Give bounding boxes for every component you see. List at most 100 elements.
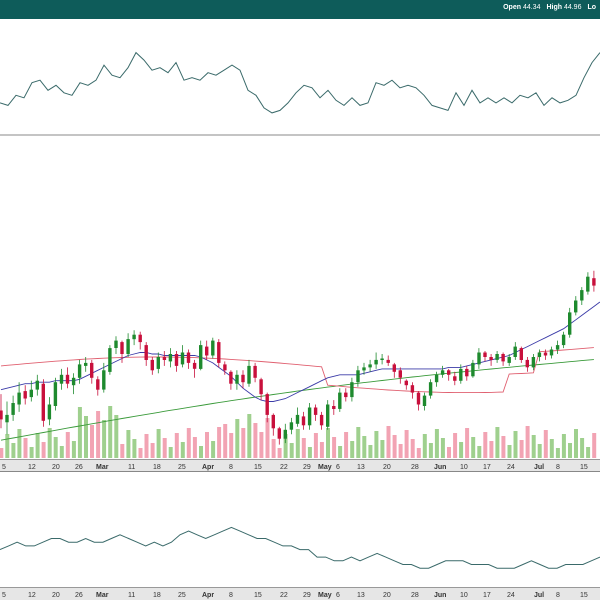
candle-body — [180, 352, 185, 365]
volume-bar — [489, 441, 494, 458]
candle-body — [289, 422, 294, 430]
candle-body — [374, 359, 378, 365]
candle-body — [265, 394, 269, 415]
bottom-x-tick-label: 13 — [357, 592, 365, 599]
volume-bar — [11, 443, 16, 458]
volume-bar — [235, 419, 240, 458]
candle-body — [59, 374, 64, 384]
candle-body — [422, 395, 427, 406]
volume-bar — [5, 434, 10, 458]
volume-bar — [398, 444, 403, 458]
volume-bar — [549, 439, 554, 458]
candle-body — [319, 414, 324, 426]
volume-bar — [174, 433, 179, 458]
candle-body — [356, 370, 360, 383]
volume-bar — [434, 429, 439, 458]
bottom-x-tick-label: May — [318, 592, 332, 599]
volume-bar — [96, 411, 101, 458]
candle-body — [386, 359, 390, 363]
candle-body — [11, 403, 15, 415]
volume-bar — [162, 438, 167, 458]
volume-bar — [543, 430, 548, 458]
candle-body — [350, 382, 354, 398]
volume-bar — [326, 428, 330, 458]
candle-body — [102, 370, 106, 390]
x-tick-label: 22 — [280, 464, 288, 471]
x-tick-label: 8 — [556, 464, 560, 471]
candle-body — [428, 382, 433, 396]
candle-body — [380, 358, 384, 360]
candle-body — [211, 340, 215, 356]
bottom-x-tick-label: 6 — [336, 592, 340, 599]
candle-body — [453, 376, 457, 381]
candle-body — [174, 354, 179, 366]
candle-body — [84, 362, 88, 366]
volume-bar — [211, 441, 216, 458]
candle-body — [495, 354, 499, 360]
candle-body — [29, 389, 33, 398]
volume-bar — [138, 448, 143, 458]
bottom-x-tick-label: 5 — [2, 592, 6, 599]
candle-body — [574, 300, 578, 313]
candle-body — [555, 345, 560, 350]
candle-body — [162, 357, 167, 360]
open-value: 44.34 — [522, 4, 541, 11]
candle-body — [53, 382, 58, 406]
volume-bar — [120, 444, 125, 458]
candle-body — [247, 365, 251, 384]
volume-bar — [428, 443, 433, 458]
volume-bar — [525, 426, 530, 458]
x-tick-label: 20 — [383, 464, 391, 471]
candle-body — [410, 385, 415, 393]
candle-body — [17, 392, 21, 405]
candle-body — [35, 380, 39, 390]
bottom-x-tick-label: 26 — [75, 592, 83, 599]
bottom-x-tick-label: 18 — [153, 592, 161, 599]
x-tick-label: Mar — [96, 464, 109, 471]
volume-bar — [144, 434, 149, 458]
x-axis-band — [0, 460, 600, 471]
volume-bar — [65, 432, 70, 458]
candle-body — [65, 374, 70, 384]
candle-body — [199, 345, 203, 369]
candle-body — [344, 392, 348, 398]
candle-body — [90, 362, 94, 378]
candle-body — [192, 362, 197, 369]
volume-bar — [350, 441, 355, 458]
bottom-x-tick-label: 20 — [52, 592, 60, 599]
candle-body — [326, 404, 330, 427]
volume-bar — [561, 434, 566, 458]
ohlc-readout: Open 44.34 High 44.96 Lo — [503, 4, 596, 11]
volume-bar — [555, 448, 560, 458]
high-label: High — [546, 4, 562, 11]
volume-bar — [338, 446, 343, 458]
x-tick-label: Apr — [202, 464, 214, 471]
bottom-x-axis-band — [0, 588, 600, 600]
volume-bar — [459, 442, 464, 458]
candle-body — [47, 404, 52, 420]
bottom-x-tick-label: 24 — [507, 592, 515, 599]
candle-body — [217, 342, 221, 363]
candle-body — [338, 392, 342, 409]
candle-body — [313, 407, 318, 415]
candle-body — [0, 410, 3, 420]
volume-bar — [126, 430, 131, 458]
volume-bar — [362, 436, 367, 458]
bottom-x-tick-label: 22 — [280, 592, 288, 599]
candle-body — [434, 374, 439, 383]
volume-bar — [386, 426, 391, 458]
candle-body — [71, 377, 76, 386]
bottom-indicator-panel: 5 12 20 26 Mar 11 18 25 Apr 8 15 22 29 May 6 13 20 28 Jun 1… — [0, 526, 600, 600]
candle-body — [489, 357, 493, 360]
candle-body — [392, 364, 396, 372]
candle-body — [362, 367, 366, 371]
candle-body — [477, 352, 481, 365]
volume-bar — [192, 437, 197, 458]
volume-bar — [453, 433, 458, 458]
candle-body — [307, 407, 312, 426]
volume-bar — [23, 438, 28, 458]
volume-bar — [132, 439, 137, 458]
candle-body — [404, 380, 408, 386]
x-tick-label: 13 — [357, 464, 365, 471]
bottom-x-tick-label: 25 — [178, 592, 186, 599]
